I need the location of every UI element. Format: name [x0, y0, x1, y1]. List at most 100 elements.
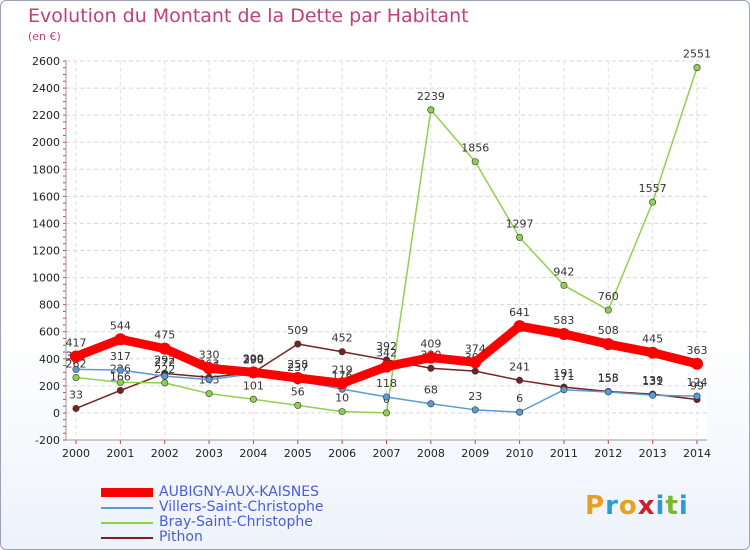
- y-tick-label: -200: [35, 434, 60, 447]
- legend-item: Pithon: [101, 530, 323, 545]
- data-point: [158, 342, 171, 355]
- data-label: 544: [110, 319, 131, 332]
- data-point: [469, 356, 482, 369]
- data-point: [516, 376, 524, 384]
- data-label: 262: [66, 357, 87, 370]
- data-point: [560, 386, 568, 394]
- data-label: 2551: [683, 48, 711, 61]
- x-tick-label: 2004: [239, 447, 267, 460]
- proxiti-logo: Proxiti: [585, 491, 689, 521]
- series-0: 417 544 475 330 300 258 219 342 409 374 641 583 508 4…: [66, 306, 708, 390]
- line-chart: -200 0 200 400 600 800 1000 1200 1400 1600 1800 200…: [32, 48, 711, 460]
- data-point: [205, 390, 213, 398]
- y-tick-label: 0: [53, 407, 60, 420]
- data-point: [604, 388, 612, 396]
- legend-swatch: [101, 488, 153, 497]
- data-point: [72, 365, 80, 373]
- y-tick-label: 1800: [32, 163, 60, 176]
- data-point: [427, 364, 435, 372]
- data-label: 475: [154, 329, 175, 342]
- data-label: 363: [687, 344, 708, 357]
- data-label: 10: [335, 392, 349, 405]
- y-tick-label: 2000: [32, 136, 60, 149]
- data-point: [291, 372, 304, 385]
- y-tick-label: 2200: [32, 109, 60, 122]
- data-label: 124: [687, 376, 708, 389]
- data-point: [560, 281, 568, 289]
- legend-item: Bray-Saint-Christophe: [101, 515, 323, 530]
- data-point: [380, 360, 393, 373]
- data-label: 290: [243, 354, 264, 367]
- data-label: 760: [598, 290, 619, 303]
- logo-letter: i: [678, 491, 689, 521]
- logo-letter: r: [605, 491, 619, 521]
- data-label: 131: [642, 375, 663, 388]
- data-label: 374: [465, 342, 486, 355]
- data-point: [427, 400, 435, 408]
- data-point: [691, 357, 703, 370]
- data-label: 299: [243, 352, 264, 365]
- data-label: 241: [509, 360, 530, 373]
- legend-label: Villers-Saint-Christophe: [159, 499, 324, 515]
- data-point: [161, 372, 169, 380]
- data-label: 155: [598, 372, 619, 385]
- data-point: [338, 348, 346, 356]
- data-label: 158: [598, 372, 619, 385]
- data-point: [294, 340, 302, 348]
- x-tick-label: 2013: [639, 447, 667, 460]
- logo-letter: t: [665, 491, 679, 521]
- legend-swatch: [101, 506, 153, 509]
- y-tick-label: 400: [39, 353, 60, 366]
- y-tick-label: 1400: [32, 217, 60, 230]
- data-label: 272: [154, 356, 175, 369]
- y-tick-label: 1000: [32, 272, 60, 285]
- logo-letter: i: [655, 491, 666, 521]
- legend-label: AUBIGNY-AUX-KAISNES: [159, 484, 320, 500]
- data-label: 392: [376, 340, 397, 353]
- legend-label: Pithon: [159, 529, 203, 545]
- data-label: 509: [287, 324, 308, 337]
- data-label: 101: [243, 379, 264, 392]
- data-point: [693, 64, 701, 72]
- data-label: 342: [376, 347, 397, 360]
- data-label: 191: [553, 367, 574, 380]
- data-label: 452: [332, 332, 353, 345]
- x-tick-label: 2007: [373, 447, 401, 460]
- data-label: 166: [110, 370, 131, 383]
- data-point: [116, 386, 124, 394]
- data-label: 330: [199, 348, 220, 361]
- data-point: [427, 106, 435, 114]
- y-tick-label: 1600: [32, 190, 60, 203]
- data-point: [649, 198, 657, 206]
- x-tick-label: 2008: [417, 447, 445, 460]
- data-point: [382, 409, 390, 417]
- data-point: [336, 377, 349, 390]
- data-label: 6: [516, 392, 523, 405]
- data-point: [382, 393, 390, 401]
- data-point: [205, 376, 213, 384]
- x-tick-label: 2002: [151, 447, 179, 460]
- series-3: 3316629226329950945239233030924119115813…: [69, 324, 704, 412]
- data-label: 118: [376, 377, 397, 390]
- data-label: 2239: [417, 90, 445, 103]
- legend-label: Bray-Saint-Christophe: [159, 514, 313, 530]
- data-point: [424, 351, 437, 364]
- data-point: [247, 366, 260, 379]
- data-point: [557, 328, 570, 341]
- data-point: [471, 158, 479, 166]
- y-tick-label: 2600: [32, 55, 60, 68]
- x-tick-label: 2003: [195, 447, 223, 460]
- data-label: 1557: [639, 182, 667, 195]
- data-point: [649, 391, 657, 399]
- legend-swatch: [101, 521, 153, 524]
- data-point: [114, 333, 127, 346]
- data-label: 23: [468, 390, 482, 403]
- data-point: [249, 395, 257, 403]
- data-point: [471, 367, 479, 375]
- data-label: 417: [66, 336, 87, 349]
- y-tick-label: 1200: [32, 245, 60, 258]
- x-tick-label: 2012: [594, 447, 622, 460]
- y-tick-label: 200: [39, 380, 60, 393]
- data-label: 258: [287, 358, 308, 371]
